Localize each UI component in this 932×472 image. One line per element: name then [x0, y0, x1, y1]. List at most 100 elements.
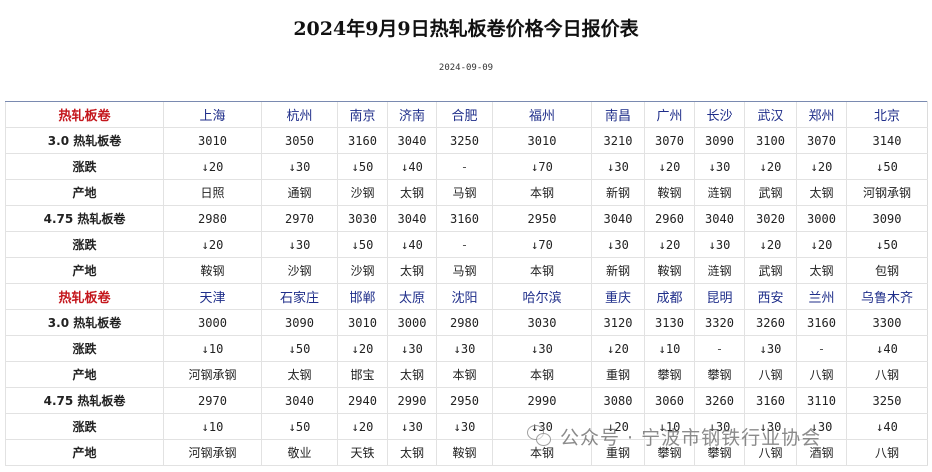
price-table: 热轧板卷 上海 杭州 南京 济南 合肥 福州 南昌 广州 长沙 武汉 郑州 北京 3.0 热轧板卷 3010… [5, 101, 928, 466]
price-cell: 2990 [387, 387, 437, 414]
city-header: 石家庄 [261, 283, 338, 310]
section-header-label: 热轧板卷 [5, 283, 164, 310]
origin-cell: 八钢 [846, 361, 928, 388]
price-cell: 3160 [337, 127, 388, 154]
change-cell: - [436, 231, 493, 258]
change-cell: ↓30 [744, 335, 797, 362]
price-cell: 3210 [591, 127, 645, 154]
origin-cell: 日照 [163, 179, 262, 206]
price-cell: 3090 [846, 205, 928, 232]
price-cell: 3000 [796, 205, 847, 232]
section-header-label: 热轧板卷 [5, 101, 164, 128]
origin-cell: 武钢 [744, 257, 797, 284]
city-header: 武汉 [744, 101, 797, 128]
city-header: 济南 [387, 101, 437, 128]
change-cell: - [796, 335, 847, 362]
origin-cell: 太钢 [261, 361, 338, 388]
watermark-text: 公众号 · 宁波市钢铁行业协会 [560, 426, 822, 449]
change-cell: ↓10 [644, 413, 695, 440]
price-cell: 3250 [846, 387, 928, 414]
city-header: 郑州 [796, 101, 847, 128]
change-cell: ↓70 [492, 231, 592, 258]
price-cell: 2950 [492, 205, 592, 232]
row-label: 产地 [5, 361, 164, 388]
change-cell: - [694, 335, 745, 362]
city-header: 乌鲁木齐 [846, 283, 928, 310]
city-header: 成都 [644, 283, 695, 310]
price-cell: 2970 [261, 205, 338, 232]
city-header: 邯郸 [337, 283, 388, 310]
origin-cell: 太钢 [387, 439, 437, 466]
table-row: 涨跌 ↓10 ↓50 ↓20 ↓30 ↓30 ↓30 ↓20 ↓10- ↓30- ↓40 [5, 335, 928, 362]
change-cell: ↓30 [591, 231, 645, 258]
table-row: 涨跌 ↓20 ↓30 ↓50 ↓40- ↓70 ↓30 ↓20 ↓30 ↓20 ↓20 ↓50 [5, 153, 928, 180]
table-row: 产地 河钢承钢 敬业 天铁 太钢 鞍钢 本钢 重钢 攀钢 攀钢 八钢 酒钢 八钢 [5, 439, 928, 466]
section-header-row: 热轧板卷 上海 杭州 南京 济南 合肥 福州 南昌 广州 长沙 武汉 郑州 北京 [5, 101, 928, 128]
price-cell: 3050 [261, 127, 338, 154]
watermark: 公众号 · 宁波市钢铁行业协会 [526, 421, 821, 451]
origin-cell: 八钢 [744, 439, 797, 466]
origin-cell: 河钢承钢 [163, 361, 262, 388]
origin-cell: 本钢 [492, 179, 592, 206]
row-label: 涨跌 [5, 413, 164, 440]
origin-cell: 沙钢 [337, 179, 388, 206]
table-row: 产地 河钢承钢 太钢 邯宝 太钢 本钢 本钢 重钢 攀钢 攀钢 八钢 八钢 八钢 [5, 361, 928, 388]
city-header: 昆明 [694, 283, 745, 310]
price-cell: 3080 [591, 387, 645, 414]
change-cell: ↓70 [492, 153, 592, 180]
table-row: 涨跌 ↓10 ↓50 ↓20 ↓30 ↓30 ↓30 ↓20 ↓10 ↓30 ↓30 ↓30 ↓40 [5, 413, 928, 440]
origin-cell: 沙钢 [261, 257, 338, 284]
change-cell: ↓20 [337, 413, 388, 440]
origin-cell: 天铁 [337, 439, 388, 466]
origin-cell: 武钢 [744, 179, 797, 206]
price-cell: 3090 [261, 309, 338, 336]
origin-cell: 重钢 [591, 439, 645, 466]
change-cell: ↓20 [796, 231, 847, 258]
origin-cell: 八钢 [744, 361, 797, 388]
price-table-body: 热轧板卷 上海 杭州 南京 济南 合肥 福州 南昌 广州 长沙 武汉 郑州 北京 3.0 热轧板卷 3010… [5, 101, 928, 466]
row-label: 涨跌 [5, 153, 164, 180]
origin-cell: 太钢 [796, 179, 847, 206]
price-cell: 3030 [337, 205, 388, 232]
price-cell: 3130 [644, 309, 695, 336]
table-row: 4.75 热轧板卷 2970 3040 2940 2990 2950 2990 3080 306… [5, 387, 928, 414]
change-cell: ↓10 [163, 335, 262, 362]
price-cell: 3320 [694, 309, 745, 336]
change-cell: ↓30 [591, 153, 645, 180]
price-cell: 3120 [591, 309, 645, 336]
section-header-row: 热轧板卷 天津 石家庄 邯郸 太原 沈阳 哈尔滨 重庆 成都 昆明 西安 兰州 乌鲁木齐 [5, 283, 928, 310]
price-cell: 2970 [163, 387, 262, 414]
price-cell: 2940 [337, 387, 388, 414]
price-cell: 2990 [492, 387, 592, 414]
price-cell: 3160 [436, 205, 493, 232]
price-cell: 3040 [387, 127, 437, 154]
change-cell: ↓10 [644, 335, 695, 362]
price-cell: 3000 [163, 309, 262, 336]
price-cell: 3160 [744, 387, 797, 414]
change-cell: ↓20 [163, 153, 262, 180]
change-cell: ↓50 [337, 231, 388, 258]
change-cell: ↓20 [591, 335, 645, 362]
city-header: 杭州 [261, 101, 338, 128]
city-header: 上海 [163, 101, 262, 128]
change-cell: ↓20 [163, 231, 262, 258]
change-cell: ↓40 [846, 413, 928, 440]
origin-cell: 八钢 [846, 439, 928, 466]
city-header: 福州 [492, 101, 592, 128]
origin-cell: 涟钢 [694, 179, 745, 206]
price-cell: 3250 [436, 127, 493, 154]
origin-cell: 八钢 [796, 361, 847, 388]
origin-cell: 河钢承钢 [846, 179, 928, 206]
row-label: 4.75 热轧板卷 [5, 205, 164, 232]
origin-cell: 本钢 [492, 361, 592, 388]
origin-cell: 敬业 [261, 439, 338, 466]
price-cell: 3070 [796, 127, 847, 154]
change-cell: ↓20 [337, 335, 388, 362]
price-cell: 2980 [436, 309, 493, 336]
change-cell: ↓30 [261, 153, 338, 180]
row-label: 3.0 热轧板卷 [5, 309, 164, 336]
change-cell: ↓30 [436, 413, 493, 440]
price-cell: 3110 [796, 387, 847, 414]
change-cell: - [436, 153, 493, 180]
origin-cell: 鞍钢 [163, 257, 262, 284]
